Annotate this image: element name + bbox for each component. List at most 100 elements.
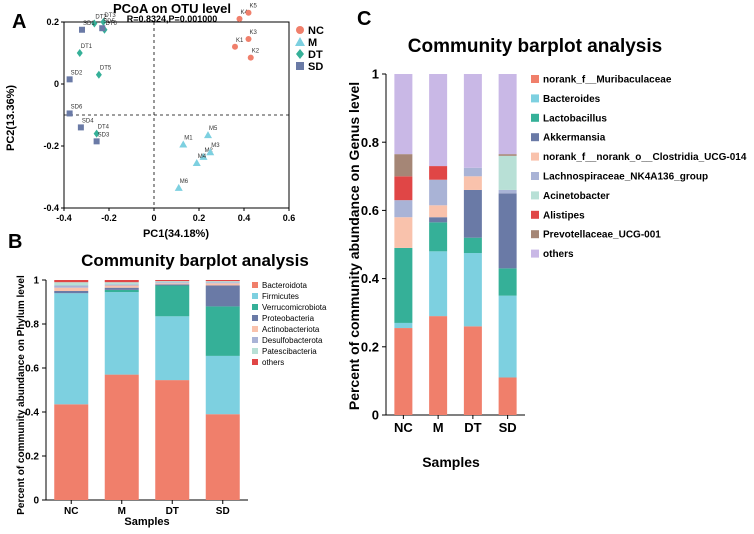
phylum-legend-label: Actinobacteriota: [262, 325, 320, 334]
phylum-bar-segment: [54, 291, 89, 294]
pcoa-legend-label: M: [308, 37, 317, 49]
pcoa-point: [76, 49, 83, 57]
phylum-bar-segment: [155, 280, 190, 282]
genus-legend-label: Acinetobacter: [543, 191, 610, 202]
pcoa-point: [179, 140, 188, 148]
phylum-legend-swatch: [252, 304, 258, 310]
genus-bar-segment: [463, 326, 482, 415]
pcoa-xtick-label: 0.4: [238, 213, 251, 223]
phylum-ytick-label: 0.4: [25, 408, 39, 419]
genus-bar-segment: [463, 167, 482, 177]
pcoa-legend-marker: [296, 62, 304, 70]
phylum-legend-label: Patescibacteria: [262, 347, 317, 356]
phylum-bar-segment: [54, 404, 89, 500]
genus-legend-label: norank_f__Muribaculaceae: [543, 75, 672, 86]
pcoa-point: [95, 70, 102, 79]
pcoa-xtick-label: -0.4: [56, 213, 72, 223]
pcoa-point-label: DT5: [100, 66, 112, 72]
genus-legend-swatch: [531, 249, 539, 258]
genus-legend-swatch: [531, 172, 539, 180]
phylum-legend-label: others: [262, 358, 284, 367]
phylum-bar-segment: [104, 285, 139, 288]
pcoa-point-label: DT6: [106, 21, 118, 27]
genus-bar-segment: [429, 205, 448, 218]
phylum-bar-segment: [205, 283, 240, 286]
pcoa-legend-label: SD: [308, 61, 323, 73]
pcoa-point-label: K5: [250, 4, 258, 10]
genus-bar-segment: [498, 268, 517, 296]
pcoa-point: [206, 148, 215, 156]
genus-legend-swatch: [531, 210, 539, 219]
genus-bar-segment: [498, 295, 517, 378]
genus-bar-segment: [498, 377, 517, 415]
phylum-bar-segment: [54, 285, 89, 288]
genus-legend-swatch: [531, 75, 539, 83]
pcoa-point-label: K2: [252, 49, 260, 55]
phylum-bar-segment: [54, 293, 89, 405]
pcoa-ytick-label: -0.4: [43, 203, 59, 213]
pcoa-point: [93, 138, 100, 145]
pcoa-point-label: DT4: [98, 125, 110, 131]
phylum-bar-segment: [54, 287, 89, 291]
genus-legend-label: Prevotellaceae_UCG-001: [543, 230, 661, 241]
pcoa-xtick-label: 0: [151, 213, 156, 223]
phylum-bar-segment: [155, 284, 190, 286]
genus-bar-segment: [463, 176, 482, 190]
pcoa-point-label: M3: [211, 143, 220, 149]
genus-bar-segment: [394, 217, 413, 248]
panel-letter-a: A: [12, 11, 26, 33]
genus-bar-segment: [429, 251, 448, 317]
phylum-bar-segment: [155, 316, 190, 381]
pcoa-point: [77, 124, 84, 131]
pcoa-subtitle: R=0.8324,P=0.001000: [127, 14, 218, 24]
pcoa-point: [199, 152, 208, 160]
phylum-legend-swatch: [252, 359, 258, 365]
pcoa-point: [66, 76, 73, 83]
genus-legend-swatch: [531, 152, 539, 161]
pcoa-legend-marker: [296, 26, 304, 34]
panel-letter-c: C: [357, 8, 371, 30]
phylum-bar-segment: [205, 282, 240, 284]
genus-bar-segment: [463, 189, 482, 238]
phylum-bar-segment: [155, 281, 190, 283]
phylum-legend-swatch: [252, 348, 258, 354]
pcoa-xtick-label: 0.6: [283, 213, 296, 223]
genus-bar-segment: [429, 166, 448, 180]
genus-legend-swatch: [531, 113, 539, 122]
phylum-bar-segment: [205, 414, 240, 500]
genus-legend-swatch: [531, 94, 539, 103]
pcoa-point-label: SD4: [82, 118, 94, 124]
genus-ytick-label: 0: [372, 408, 379, 423]
genus-legend-label: Lactobacillus: [543, 113, 607, 124]
phylum-bar-segment: [205, 281, 240, 283]
pcoa-point-label: DT1: [81, 44, 93, 50]
pcoa-point-label: DT2: [95, 15, 107, 21]
phylum-ytick-label: 0: [33, 496, 39, 507]
genus-bar-segment: [498, 154, 517, 156]
phylum-bar-segment: [104, 289, 139, 293]
pcoa-point: [79, 26, 85, 33]
genus-legend-swatch: [531, 133, 539, 142]
pcoa-legend-label: DT: [308, 49, 323, 61]
pcoa-point: [247, 54, 254, 61]
phylum-bar-segment: [155, 285, 190, 317]
genus-bar-segment: [394, 328, 413, 415]
pcoa-point: [66, 110, 73, 117]
genus-legend-swatch: [531, 191, 539, 200]
phylum-bar-segment: [54, 280, 89, 283]
phylum-xtick-label: NC: [64, 506, 78, 517]
phylum-ytick-label: 0.2: [25, 452, 39, 463]
pcoa-legend-marker: [296, 49, 304, 59]
pcoa-point-label: SD3: [98, 132, 110, 138]
genus-legend-swatch: [531, 230, 539, 239]
phylum-legend-swatch: [252, 293, 258, 299]
genus-panel: Community barplot analysis 0 0.2 0.4 0.6 0.8…: [346, 36, 747, 470]
phylum-bar-segment: [205, 280, 240, 282]
genus-bar-segment: [463, 74, 482, 168]
pcoa-ytick-label: -0.2: [43, 141, 59, 151]
genus-bar-segment: [394, 176, 413, 201]
genus-bar-segment: [394, 322, 413, 329]
pcoa-ylabel: PC2(13.36%): [5, 85, 17, 151]
genus-bar-segment: [498, 189, 517, 194]
